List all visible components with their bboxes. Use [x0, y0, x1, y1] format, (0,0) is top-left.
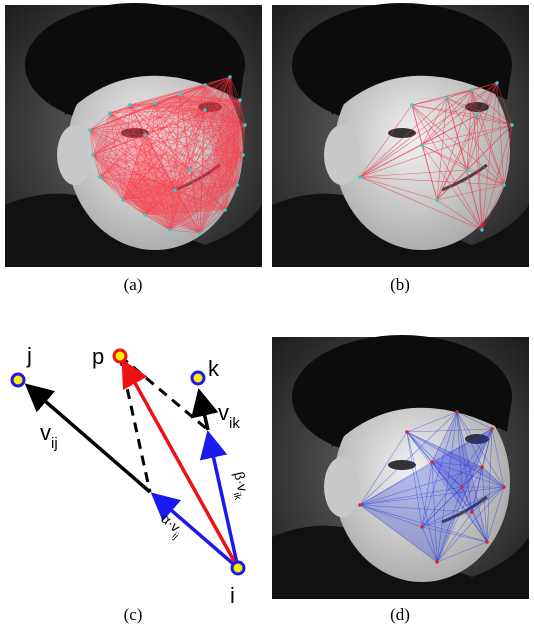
vector-main: v: [218, 400, 229, 425]
caption: (d): [390, 605, 410, 624]
mesh-vertex: [420, 525, 424, 529]
mesh-vertex: [228, 75, 232, 79]
mesh-vertex: [188, 168, 192, 172]
vector-sub: ik: [229, 415, 240, 432]
mesh-vertex: [445, 96, 449, 100]
mesh-vertex: [410, 103, 414, 107]
vector-label: vik: [218, 400, 240, 432]
mesh-vertex: [91, 153, 95, 157]
vector-label: β·vik: [226, 470, 253, 502]
vector-label: α·vij: [155, 510, 187, 542]
point-label: k: [208, 356, 220, 381]
point-label: j: [26, 343, 32, 368]
mesh-vertex: [173, 188, 177, 192]
point-label: i: [230, 583, 235, 608]
mesh-vertex: [203, 108, 207, 112]
mesh-vertex: [235, 183, 239, 187]
mesh-vertex: [153, 101, 157, 105]
photo-a: [5, 3, 262, 267]
mesh-vertex: [502, 485, 506, 489]
caption: (a): [124, 275, 143, 294]
mesh-vertex: [128, 103, 132, 107]
vector-main: v: [40, 420, 51, 445]
mesh-vertex: [495, 81, 499, 85]
mesh-vertex: [435, 560, 439, 564]
figure: (a) (b) (c) (d) j p k i vij vik α·vij β·…: [0, 0, 534, 630]
mesh-vertex: [178, 93, 182, 97]
mesh-vertex: [455, 410, 459, 414]
mesh-vertex: [435, 198, 439, 202]
mesh-vertex: [430, 460, 434, 464]
mesh-vertex: [475, 113, 479, 117]
mesh-vertex: [470, 510, 474, 514]
vector-sub: ik: [231, 492, 244, 502]
mesh-vertex: [480, 228, 484, 232]
mesh-vertex: [243, 123, 247, 127]
mesh-vertex: [465, 168, 469, 172]
vector-sub: ij: [51, 435, 58, 452]
mesh-vertex: [98, 175, 102, 179]
mesh-vertex: [241, 153, 245, 157]
mesh-vertex: [485, 540, 489, 544]
mesh-vertex: [143, 213, 147, 217]
mesh-vertex: [480, 465, 484, 469]
mesh-vertex: [490, 427, 494, 431]
photo-d: [272, 335, 529, 599]
caption: (b): [390, 275, 410, 294]
mesh-vertex: [460, 485, 464, 489]
mesh-vertex: [168, 228, 172, 232]
mesh-vertex: [223, 208, 227, 212]
mesh-vertex: [510, 123, 514, 127]
mesh-vertex: [470, 88, 474, 92]
mesh-vertex: [88, 128, 92, 132]
vector-label: vij: [40, 420, 58, 452]
point-label: p: [92, 344, 104, 369]
caption: (c): [124, 605, 143, 624]
mesh-vertex: [405, 430, 409, 434]
mesh-vertex: [108, 111, 112, 115]
mesh-vertex: [358, 175, 362, 179]
mesh-vertex: [198, 231, 202, 235]
mesh-vertex: [420, 143, 424, 147]
vector-diagram: j p k i vij vik α·vij β·vik: [12, 343, 253, 608]
photo-b: [272, 3, 529, 267]
mesh-vertex: [203, 83, 207, 87]
mesh-vertex: [143, 133, 147, 137]
vector-main: α·v: [158, 510, 183, 535]
mesh-vertex: [358, 503, 362, 507]
mesh-vertex: [502, 183, 506, 187]
vector-main: β·v: [231, 470, 251, 493]
mesh-vertex: [238, 98, 242, 102]
mesh-vertex: [121, 198, 125, 202]
